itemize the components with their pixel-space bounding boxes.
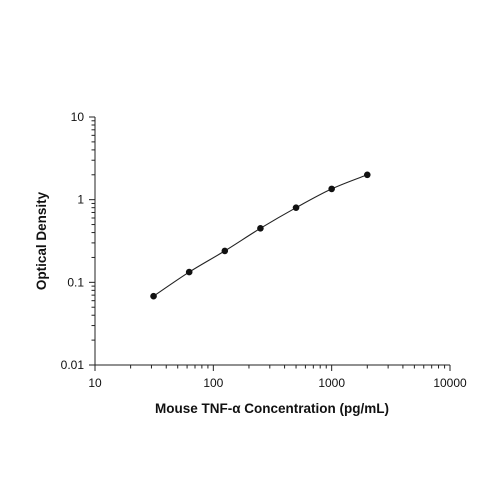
data-point — [257, 225, 264, 232]
tick-labels: 10 100 1000 10000 0.01 0.1 1 10 — [61, 110, 467, 390]
y-tick-label: 0.1 — [67, 275, 84, 289]
x-tick-label: 10000 — [433, 376, 467, 390]
axes — [94, 117, 450, 366]
data-point — [328, 185, 335, 193]
data-point — [221, 247, 229, 255]
fit-curve — [153, 174, 368, 297]
data-point — [363, 171, 371, 179]
y-tick-label: 10 — [71, 110, 85, 124]
data-point — [292, 204, 300, 211]
x-tick-label: 1000 — [318, 376, 345, 390]
data-point — [185, 268, 193, 276]
ticks — [89, 116, 451, 371]
y-tick-label: 1 — [77, 193, 84, 207]
x-axis-label: Mouse TNF-α Concentration (pg/mL) — [155, 401, 389, 416]
x-tick-label: 10 — [88, 376, 102, 390]
y-tick-label: 0.01 — [61, 358, 85, 372]
y-axis-label: Optical Density — [34, 191, 49, 290]
x-tick-label: 100 — [203, 376, 223, 390]
data-points — [150, 171, 371, 300]
data-point — [150, 292, 157, 300]
